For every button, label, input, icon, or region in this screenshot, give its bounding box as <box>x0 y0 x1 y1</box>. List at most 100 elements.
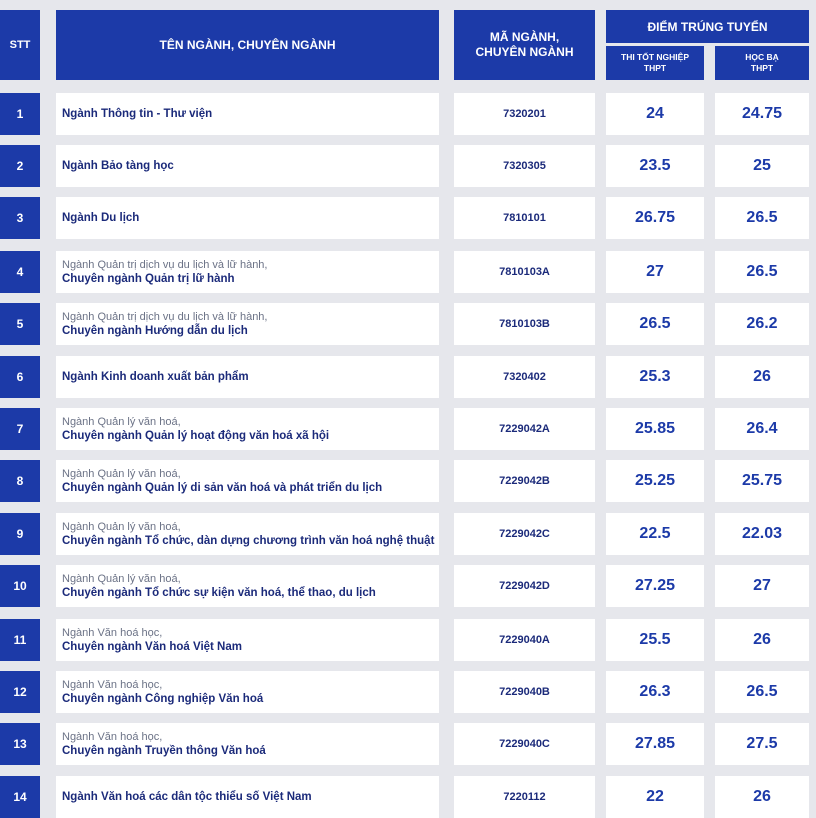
row-program-name: Ngành Bảo tàng học <box>62 159 174 172</box>
row-score-thpt: 25.5 <box>606 619 704 661</box>
row-program-name: Chuyên ngành Công nghiệp Văn hoá <box>62 692 264 705</box>
header-name: TÊN NGÀNH, CHUYÊN NGÀNH <box>56 10 439 80</box>
row-program-name: Chuyên ngành Tổ chức, dàn dựng chương tr… <box>62 534 435 547</box>
row-score-hocba: 22.03 <box>715 513 809 555</box>
row-major-name: Ngành Văn hoá học, <box>62 626 163 639</box>
table-row: 12 Ngành Văn hoá học, Chuyên ngành Công ng… <box>0 671 816 713</box>
row-score-hocba: 26.4 <box>715 408 809 450</box>
header-score: ĐIỂM TRÚNG TUYỂN <box>606 10 809 43</box>
row-stt: 7 <box>0 408 40 450</box>
row-score-thpt: 22 <box>606 776 704 818</box>
table-row: 4 Ngành Quản trị dịch vụ du lịch và lữ hà… <box>0 251 816 293</box>
row-program-name: Chuyên ngành Hướng dẫn du lịch <box>62 324 248 337</box>
row-score-hocba: 25 <box>715 145 809 187</box>
row-score-hocba: 26.2 <box>715 303 809 345</box>
row-name: Ngành Văn hoá học, Chuyên ngành Văn hoá V… <box>56 619 439 661</box>
row-score-thpt: 25.25 <box>606 460 704 502</box>
row-major-name: Ngành Quản lý văn hoá, <box>62 467 181 480</box>
row-name: Ngành Văn hoá các dân tộc thiểu số Việt … <box>56 776 439 818</box>
row-score-hocba: 26 <box>715 619 809 661</box>
row-program-name: Chuyên ngành Quản lý di sản văn hoá và p… <box>62 481 383 494</box>
row-major-name: Ngành Quản trị dịch vụ du lịch và lữ hàn… <box>62 310 268 323</box>
row-score-hocba: 26.5 <box>715 197 809 239</box>
row-name: Ngành Văn hoá học, Chuyên ngành Truyền th… <box>56 723 439 765</box>
row-name: Ngành Kinh doanh xuất bản phẩm <box>56 356 439 398</box>
row-score-thpt: 26.75 <box>606 197 704 239</box>
header-sub2-line1: HỌC BẠ <box>745 52 779 62</box>
table-row: 10 Ngành Quản lý văn hoá, Chuyên ngành Tổ … <box>0 565 816 607</box>
header-sub1-line1: THI TỐT NGHIỆP <box>621 52 689 62</box>
row-score-thpt: 25.85 <box>606 408 704 450</box>
row-code: 7229042B <box>454 460 595 502</box>
row-name: Ngành Văn hoá học, Chuyên ngành Công nghi… <box>56 671 439 713</box>
table-row: 8 Ngành Quản lý văn hoá, Chuyên ngành Quản… <box>0 460 816 502</box>
table-row: 3 Ngành Du lịch 7810101 26.75 26.5 <box>0 197 816 239</box>
row-stt: 11 <box>0 619 40 661</box>
row-score-hocba: 26 <box>715 776 809 818</box>
row-name: Ngành Quản lý văn hoá, Chuyên ngành Tổ ch… <box>56 565 439 607</box>
row-score-hocba: 25.75 <box>715 460 809 502</box>
row-name: Ngành Quản lý văn hoá, Chuyên ngành Quản … <box>56 460 439 502</box>
header-sub1-line2: THPT <box>643 63 667 73</box>
row-score-hocba: 24.75 <box>715 93 809 135</box>
row-score-thpt: 24 <box>606 93 704 135</box>
row-stt: 3 <box>0 197 40 239</box>
row-score-thpt: 22.5 <box>606 513 704 555</box>
row-major-name: Ngành Quản trị dịch vụ du lịch và lữ hàn… <box>62 258 268 271</box>
row-program-name: Chuyên ngành Văn hoá Việt Nam <box>62 640 242 653</box>
row-score-thpt: 23.5 <box>606 145 704 187</box>
row-code: 7320305 <box>454 145 595 187</box>
row-program-name: Ngành Văn hoá các dân tộc thiểu số Việt … <box>62 790 312 803</box>
row-program-name: Chuyên ngành Quản lý hoạt động văn hoá x… <box>62 429 330 442</box>
row-stt: 14 <box>0 776 40 818</box>
row-code: 7229040A <box>454 619 595 661</box>
row-score-hocba: 26.5 <box>715 671 809 713</box>
header-code: MÃ NGÀNH, CHUYÊN NGÀNH <box>454 10 595 80</box>
table-row: 7 Ngành Quản lý văn hoá, Chuyên ngành Quản… <box>0 408 816 450</box>
row-score-hocba: 26 <box>715 356 809 398</box>
row-score-thpt: 26.3 <box>606 671 704 713</box>
row-stt: 8 <box>0 460 40 502</box>
row-stt: 12 <box>0 671 40 713</box>
row-code: 7229042A <box>454 408 595 450</box>
row-program-name: Ngành Du lịch <box>62 211 140 224</box>
row-major-name: Ngành Quản lý văn hoá, <box>62 520 181 533</box>
header-code-line1: MÃ NGÀNH, <box>489 30 560 44</box>
row-score-hocba: 27 <box>715 565 809 607</box>
row-major-name: Ngành Văn hoá học, <box>62 730 163 743</box>
row-score-hocba: 26.5 <box>715 251 809 293</box>
row-program-name: Ngành Thông tin - Thư viện <box>62 107 213 120</box>
row-code: 7220112 <box>454 776 595 818</box>
table-row: 11 Ngành Văn hoá học, Chuyên ngành Văn hoá… <box>0 619 816 661</box>
row-score-thpt: 25.3 <box>606 356 704 398</box>
row-stt: 1 <box>0 93 40 135</box>
row-score-thpt: 27.25 <box>606 565 704 607</box>
row-stt: 2 <box>0 145 40 187</box>
header-sub-hocba: HỌC BẠ THPT <box>715 46 809 80</box>
row-code: 7229040C <box>454 723 595 765</box>
header-code-line2: CHUYÊN NGÀNH <box>475 45 574 59</box>
row-program-name: Chuyên ngành Tổ chức sự kiện văn hoá, th… <box>62 586 376 599</box>
row-program-name: Ngành Kinh doanh xuất bản phẩm <box>62 370 249 383</box>
row-name: Ngành Quản trị dịch vụ du lịch và lữ hàn… <box>56 303 439 345</box>
table-row: 14 Ngành Văn hoá các dân tộc thiểu số Việ… <box>0 776 816 818</box>
row-score-hocba: 27.5 <box>715 723 809 765</box>
row-code: 7229042D <box>454 565 595 607</box>
header-sub-thpt: THI TỐT NGHIỆP THPT <box>606 46 704 80</box>
table-row: 13 Ngành Văn hoá học, Chuyên ngành Truyền … <box>0 723 816 765</box>
row-name: Ngành Du lịch <box>56 197 439 239</box>
table-row: 5 Ngành Quản trị dịch vụ du lịch và lữ hà… <box>0 303 816 345</box>
header-sub2-line2: THPT <box>750 63 774 73</box>
row-code: 7810103A <box>454 251 595 293</box>
row-code: 7810101 <box>454 197 595 239</box>
row-name: Ngành Quản lý văn hoá, Chuyên ngành Quản … <box>56 408 439 450</box>
row-code: 7320201 <box>454 93 595 135</box>
row-name: Ngành Quản lý văn hoá, Chuyên ngành Tổ ch… <box>56 513 439 555</box>
row-stt: 10 <box>0 565 40 607</box>
row-name: Ngành Thông tin - Thư viện <box>56 93 439 135</box>
row-stt: 9 <box>0 513 40 555</box>
row-stt: 6 <box>0 356 40 398</box>
row-code: 7229040B <box>454 671 595 713</box>
row-major-name: Ngành Quản lý văn hoá, <box>62 415 181 428</box>
row-name: Ngành Bảo tàng học <box>56 145 439 187</box>
